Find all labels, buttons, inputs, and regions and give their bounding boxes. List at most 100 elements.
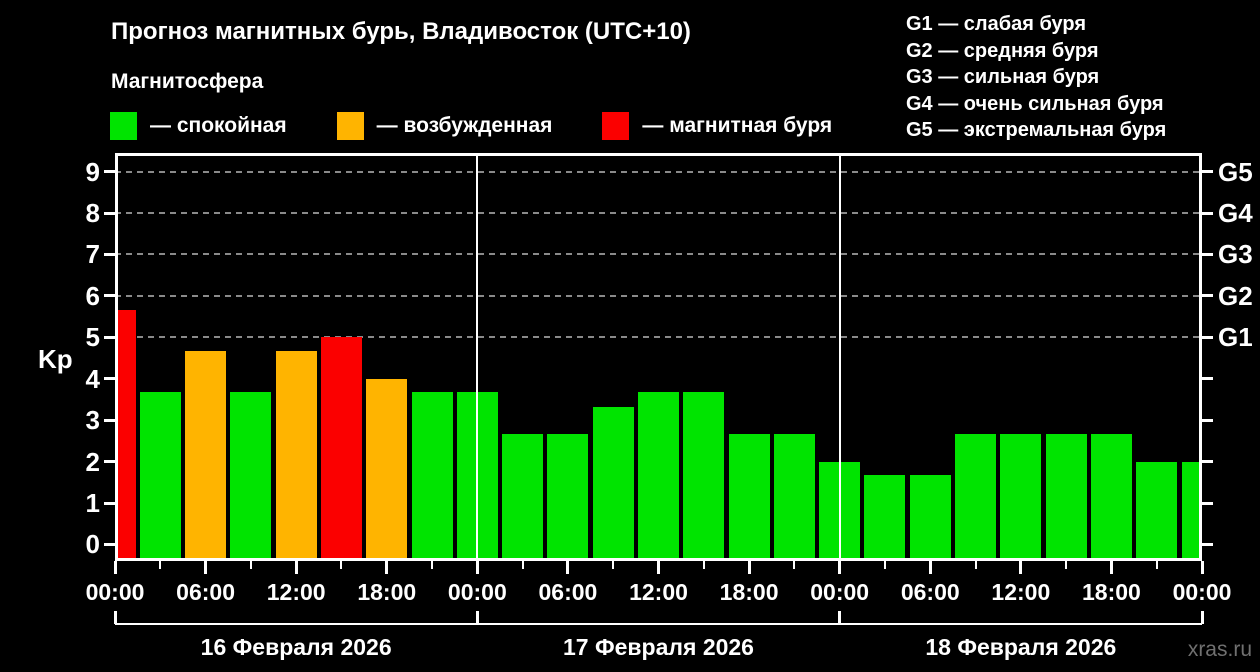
x-tick-label: 12:00 xyxy=(629,579,688,605)
y-axis-tick xyxy=(104,252,115,256)
watermark: xras.ru xyxy=(1187,638,1252,661)
x-axis-tick xyxy=(521,561,524,569)
gridline xyxy=(115,212,1202,215)
g-scale-legend-line: G2 — средняя буря xyxy=(906,39,1099,62)
chart-title: Прогноз магнитных бурь, Владивосток (UTC… xyxy=(111,18,691,45)
day-date-label: 16 Февраля 2026 xyxy=(200,634,392,660)
g-scale-legend-line: G4 — очень сильная буря xyxy=(906,92,1164,115)
kp-bar xyxy=(1181,461,1202,561)
right-axis-tick xyxy=(1202,252,1213,256)
kp-bar xyxy=(864,475,906,561)
y-axis-tick xyxy=(104,211,115,215)
gridline xyxy=(115,253,1202,256)
x-axis-tick xyxy=(249,561,252,569)
kp-bar xyxy=(502,433,544,561)
x-axis-tick xyxy=(159,561,162,569)
x-tick-label: 12:00 xyxy=(266,579,326,605)
x-tick-label: 00:00 xyxy=(447,579,507,605)
x-axis-tick xyxy=(928,561,932,574)
kp-bar xyxy=(773,433,815,561)
y-axis-tick xyxy=(104,377,115,381)
unsettled-color-swatch xyxy=(336,112,364,140)
right-axis-tick xyxy=(1202,294,1213,298)
kp-bar xyxy=(1090,433,1132,561)
quiet-color-swatch xyxy=(110,112,137,140)
kp-bar xyxy=(1045,433,1087,561)
y-axis-title: Kp xyxy=(38,344,73,374)
x-axis-tick xyxy=(838,561,842,574)
x-tick-label: 18:00 xyxy=(1081,579,1141,605)
legend: — спокойная — возбужденная — магнитная б… xyxy=(110,112,832,140)
g-scale-legend: G1 — слабая буря G2 — средняя буря G3 — … xyxy=(906,11,1166,144)
y-tick-label: 3 xyxy=(85,405,100,436)
kp-bar xyxy=(230,392,272,561)
g-scale-legend-line: G5 — экстремальная буря xyxy=(906,119,1167,141)
x-tick-label: 18:00 xyxy=(357,579,417,605)
x-tick-label: 00:00 xyxy=(85,579,145,605)
x-axis-tick xyxy=(1200,561,1204,574)
x-tick-label: 00:00 xyxy=(1172,579,1232,605)
x-tick-label: 06:00 xyxy=(176,579,235,605)
x-axis-tick xyxy=(657,561,660,574)
kp-bar xyxy=(1000,433,1042,561)
x-tick-label: 18:00 xyxy=(719,579,779,605)
kp-bar xyxy=(411,392,453,561)
kp-bar xyxy=(547,433,589,561)
kp-bar xyxy=(320,337,362,561)
kp-bar xyxy=(1136,461,1178,561)
y-axis-tick xyxy=(104,335,115,339)
legend-label-storm: — магнитная буря xyxy=(642,114,833,137)
x-axis-tick xyxy=(204,561,208,574)
x-axis-tick xyxy=(883,561,886,569)
g-level-label: G3 xyxy=(1218,239,1253,270)
x-tick-label: 06:00 xyxy=(900,579,960,605)
x-axis-tick xyxy=(113,561,117,574)
y-tick-label: 9 xyxy=(85,156,100,187)
x-axis-tick xyxy=(566,561,570,574)
x-tick-label: 06:00 xyxy=(538,579,598,605)
g-scale-legend-line: G1 — слабая буря xyxy=(906,13,1087,35)
gridline xyxy=(115,294,1202,297)
kp-bar xyxy=(728,433,770,561)
x-axis-tick xyxy=(385,561,389,574)
right-axis-tick xyxy=(1202,418,1213,422)
y-axis-tick xyxy=(104,418,115,422)
gridline xyxy=(115,170,1202,173)
x-tick-label: 00:00 xyxy=(810,579,870,605)
y-tick-label: 5 xyxy=(85,322,100,353)
g-level-label: G4 xyxy=(1218,198,1253,229)
x-axis-tick xyxy=(294,561,298,574)
legend-label-quiet: — спокойная xyxy=(150,114,287,137)
x-axis-tick xyxy=(1109,561,1113,574)
kp-bar xyxy=(909,475,951,561)
kp-bar xyxy=(683,392,725,561)
kp-bar xyxy=(139,392,181,561)
storm-color-swatch xyxy=(602,112,630,140)
y-tick-label: 4 xyxy=(85,363,100,394)
x-axis-tick xyxy=(702,561,705,569)
x-axis-tick xyxy=(340,561,343,569)
g-level-label: G5 xyxy=(1218,156,1253,187)
date-bracket xyxy=(115,623,1202,625)
kp-bar xyxy=(366,378,408,561)
g-level-label: G2 xyxy=(1218,280,1253,311)
x-axis-tick xyxy=(1065,561,1068,569)
right-axis-tick xyxy=(1202,460,1213,464)
y-tick-label: 0 xyxy=(85,529,100,560)
x-axis-tick xyxy=(1155,561,1158,569)
gridline xyxy=(115,336,1202,339)
legend-item-quiet: — спокойная xyxy=(110,112,287,140)
g-scale-legend-line: G3 — сильная буря xyxy=(906,66,1100,88)
y-axis-tick xyxy=(104,460,115,464)
kp-bar xyxy=(955,433,997,561)
kp-bar xyxy=(592,406,634,561)
x-axis-tick xyxy=(612,561,615,569)
kp-bar xyxy=(638,392,679,561)
y-tick-label: 1 xyxy=(85,488,100,518)
y-tick-label: 8 xyxy=(85,198,100,229)
kp-bar xyxy=(185,351,227,561)
legend-label-unsettled: — возбужденная xyxy=(376,114,553,137)
right-axis-tick xyxy=(1202,335,1213,339)
kp-bar xyxy=(115,309,136,561)
plot-area xyxy=(115,153,1202,561)
